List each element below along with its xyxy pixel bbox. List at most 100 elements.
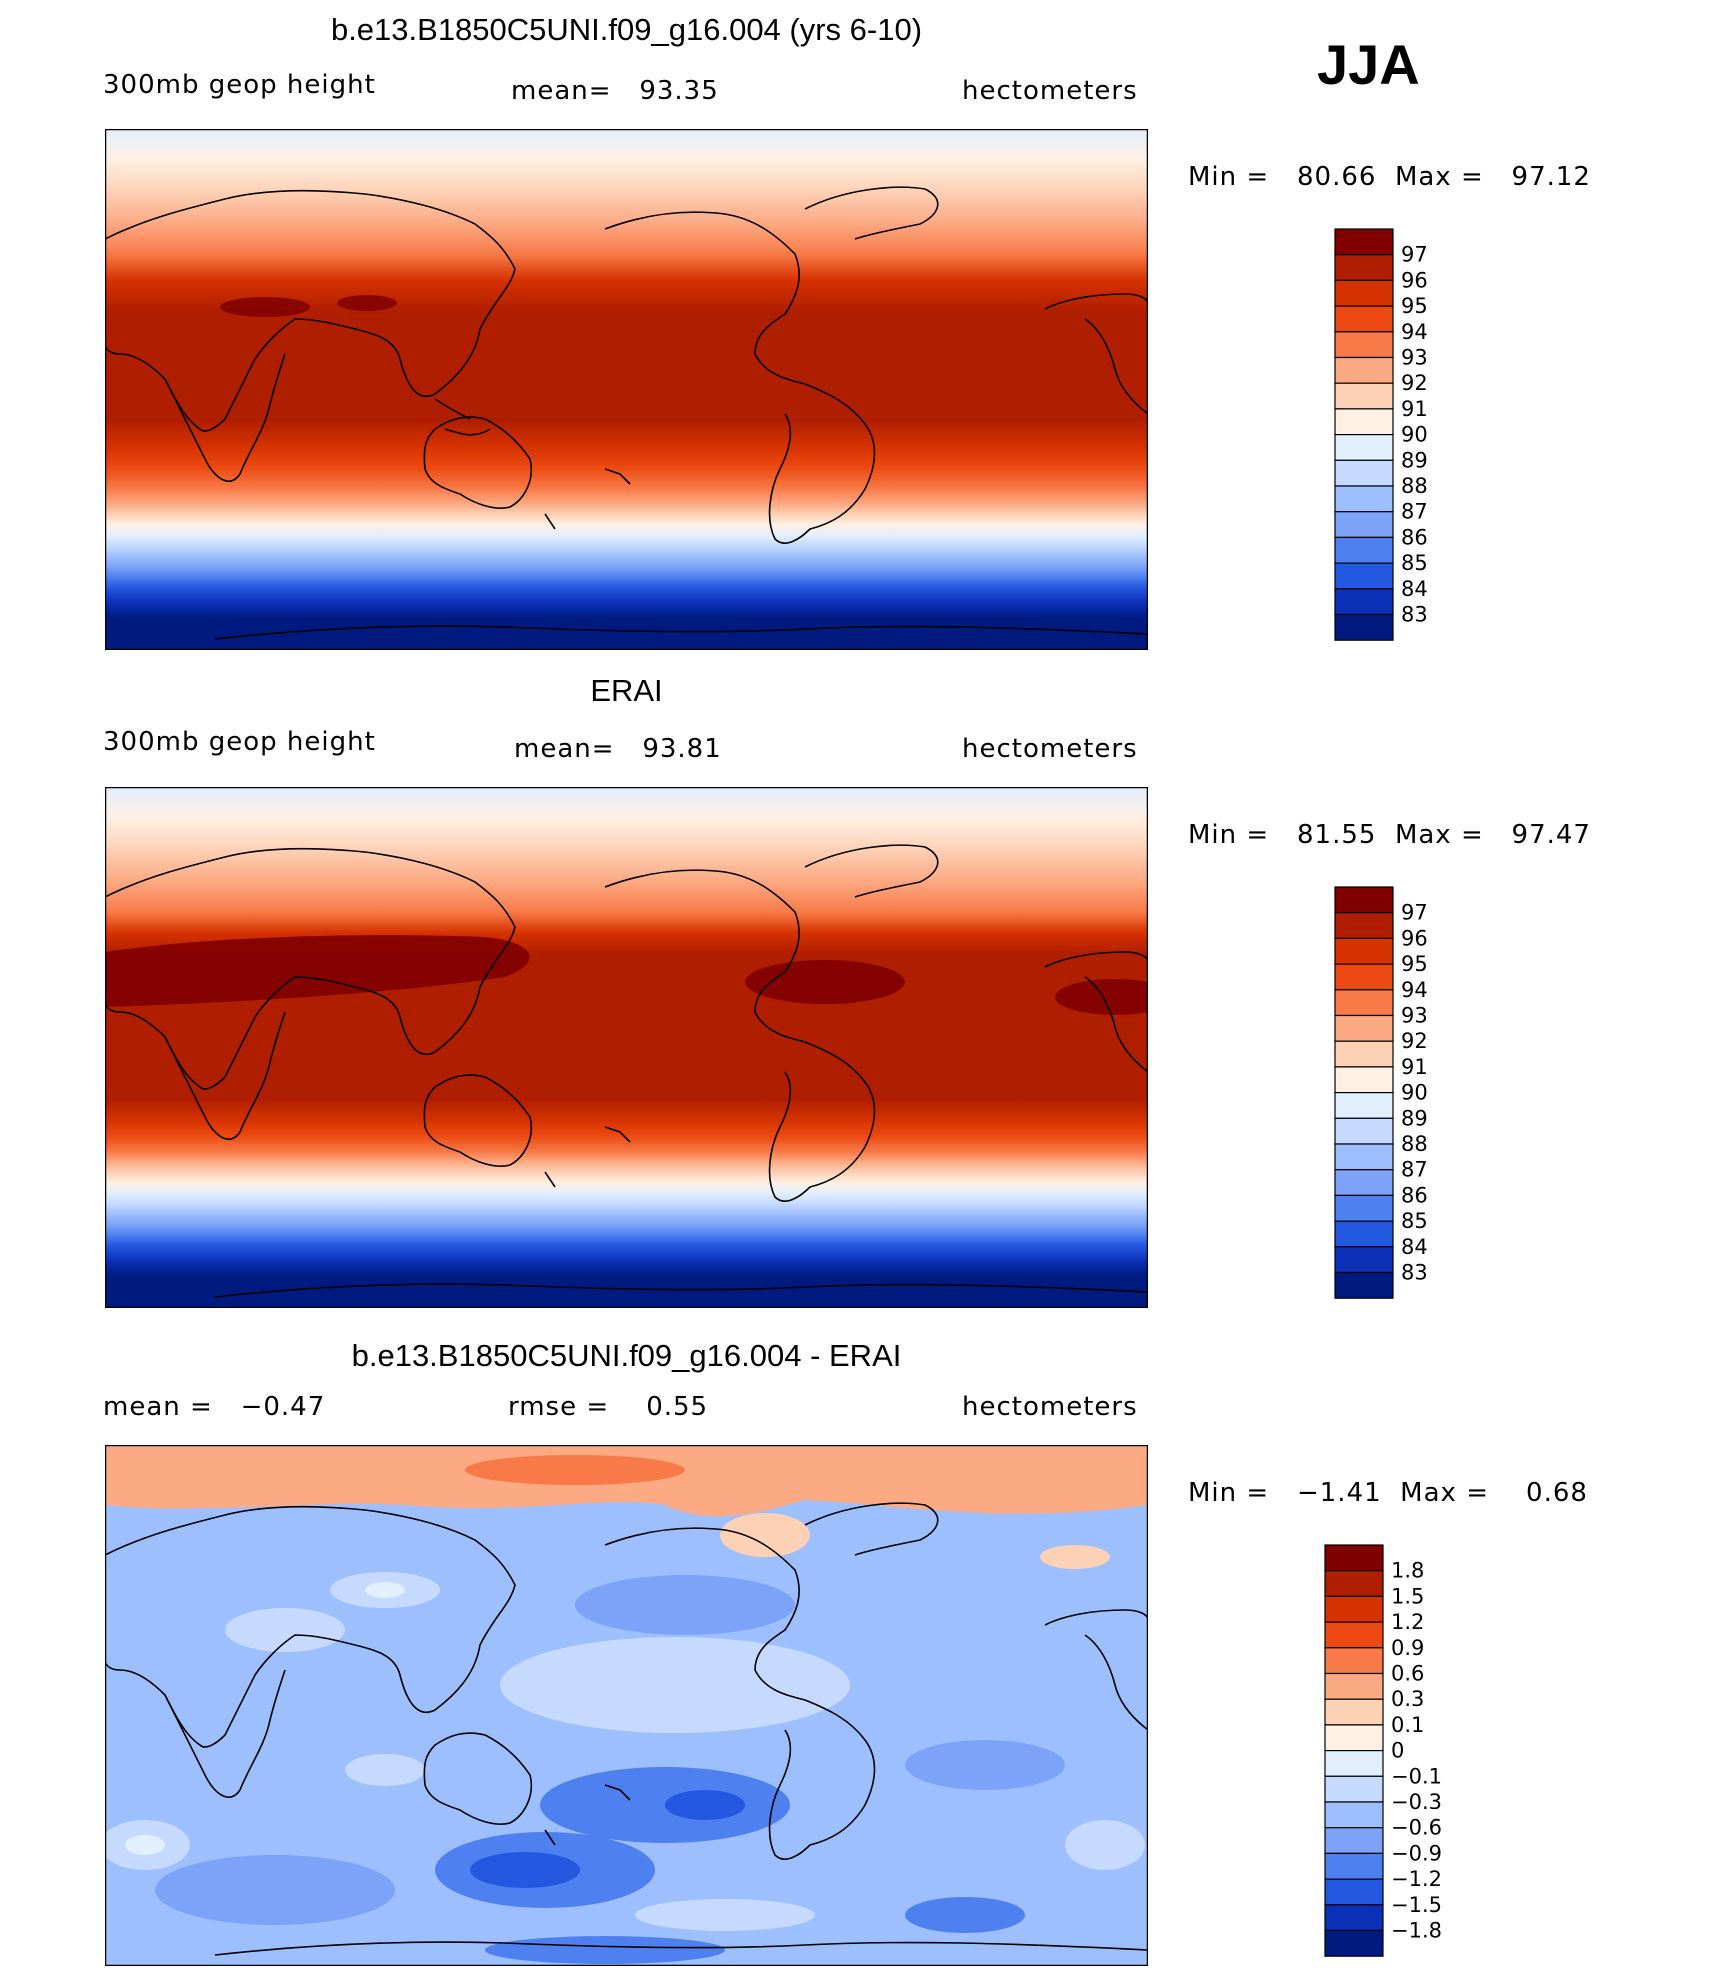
colorbar-swatch	[1334, 1014, 1394, 1042]
colorbar-swatch	[1324, 1621, 1384, 1649]
negative-anomaly	[470, 1852, 580, 1888]
colorbar-swatch	[1334, 613, 1394, 641]
colorbar-label: 85	[1401, 551, 1428, 575]
colorbar-label: 86	[1401, 525, 1428, 549]
negative-anomaly	[1065, 1820, 1145, 1870]
max-blob	[1055, 979, 1148, 1015]
colorbar-label: 95	[1401, 294, 1428, 318]
colorbar-swatch	[1334, 1246, 1394, 1274]
colorbar-label: 87	[1401, 1158, 1428, 1182]
negative-anomaly	[665, 1790, 745, 1820]
negative-anomaly	[575, 1575, 795, 1635]
colorbar-swatch	[1324, 1570, 1384, 1598]
colorbar-swatch	[1334, 331, 1394, 359]
colorbar-label: −1.8	[1391, 1919, 1442, 1943]
colorbar-swatch	[1334, 562, 1394, 590]
map-panel-diff	[105, 1445, 1148, 1966]
colorbar-label: 91	[1401, 397, 1428, 421]
colorbar-label: 97	[1401, 901, 1428, 925]
negative-anomaly	[635, 1899, 815, 1931]
colorbar-swatch	[1324, 1904, 1384, 1932]
colorbar-label: 1.8	[1391, 1559, 1424, 1583]
map-panel-obs	[105, 787, 1148, 1308]
colorbar-swatch	[1334, 912, 1394, 940]
colorbar-label: −1.2	[1391, 1867, 1442, 1891]
colorbar-label: 0.9	[1391, 1636, 1424, 1660]
colorbar-swatch	[1324, 1724, 1384, 1752]
colorbar-swatch	[1334, 254, 1394, 282]
colorbar-label: 90	[1401, 1081, 1428, 1105]
panel2-minmax: Min = 81.55 Max = 97.47	[1188, 820, 1591, 850]
colorbar-swatch	[1334, 279, 1394, 307]
negative-anomaly	[905, 1897, 1025, 1933]
colorbar-label: 95	[1401, 952, 1428, 976]
negative-anomaly	[155, 1855, 395, 1925]
colorbar-swatch	[1334, 382, 1394, 410]
panel1-title: b.e13.B1850C5UNI.f09_g16.004 (yrs 6-10)	[330, 12, 923, 47]
colorbar-label: 1.2	[1391, 1610, 1424, 1634]
colorbar-label: 89	[1401, 1106, 1428, 1130]
panel2-mean: mean= 93.81	[514, 734, 722, 764]
colorbar-label: 97	[1401, 243, 1428, 267]
season-label: JJA	[1317, 33, 1420, 96]
colorbar-swatch	[1334, 963, 1394, 991]
max-blob	[337, 295, 397, 311]
panel1-mean: mean= 93.35	[511, 76, 719, 106]
panel1-minmax: Min = 80.66 Max = 97.12	[1188, 162, 1591, 192]
negative-anomaly	[905, 1740, 1065, 1790]
positive-anomaly	[1040, 1545, 1110, 1569]
colorbar-label: −0.9	[1391, 1841, 1442, 1865]
colorbar-label: 85	[1401, 1209, 1428, 1233]
colorbar-swatch	[1334, 1066, 1394, 1094]
colorbar-label: 94	[1401, 320, 1428, 344]
colorbar-label: −0.6	[1391, 1816, 1442, 1840]
panel1-variable: 300mb geop height	[103, 70, 376, 100]
colorbar-swatch	[1324, 1827, 1384, 1855]
colorbar-label: 84	[1401, 577, 1428, 601]
positive-anomaly	[465, 1455, 685, 1485]
coastlines	[105, 1502, 1148, 1956]
colorbar-swatch	[1334, 305, 1394, 333]
colorbar-label: 83	[1401, 1261, 1428, 1285]
panel1-units: hectometers	[962, 76, 1138, 106]
negative-anomaly	[125, 1835, 165, 1855]
negative-anomaly	[345, 1754, 425, 1786]
colorbar-label: 92	[1401, 1029, 1428, 1053]
colorbar-swatch	[1334, 356, 1394, 384]
colorbar-label: 93	[1401, 346, 1428, 370]
negative-anomaly	[500, 1637, 850, 1733]
colorbar-swatch	[1324, 1750, 1384, 1777]
coastlines	[105, 186, 1148, 640]
colorbar-label: 88	[1401, 1132, 1428, 1156]
colorbar-panel-diff: 1.81.51.20.90.60.30.10−0.1−0.3−0.6−0.9−1…	[1324, 1544, 1442, 1957]
colorbar-swatch	[1334, 937, 1394, 965]
colorbar-label: 0.1	[1391, 1713, 1424, 1737]
colorbar-label: 83	[1401, 603, 1428, 627]
colorbar-swatch	[1324, 1801, 1384, 1829]
colorbar-label: 88	[1401, 474, 1428, 498]
colorbar-swatch	[1324, 1698, 1384, 1726]
panel3-units: hectometers	[962, 1392, 1138, 1422]
colorbar-swatch	[1324, 1878, 1384, 1906]
colorbar-label: 93	[1401, 1004, 1428, 1028]
negative-anomaly	[485, 1936, 725, 1964]
negative-anomaly	[225, 1608, 345, 1652]
colorbar-label: 0	[1391, 1739, 1404, 1763]
colorbar-swatch	[1334, 1143, 1394, 1171]
max-blob	[745, 960, 905, 1004]
map-panel-model	[105, 129, 1148, 650]
colorbar-label: 92	[1401, 371, 1428, 395]
colorbar-label: −1.5	[1391, 1893, 1442, 1917]
colorbar-swatch	[1334, 886, 1394, 914]
colorbar-swatch	[1324, 1852, 1384, 1880]
colorbar-swatch	[1334, 434, 1394, 461]
colorbar-swatch	[1334, 1169, 1394, 1197]
colorbar-swatch	[1334, 511, 1394, 539]
colorbar-label: 84	[1401, 1235, 1428, 1259]
panel3-rmse: rmse = 0.55	[508, 1392, 709, 1422]
max-band	[105, 935, 530, 1007]
colorbar-swatch	[1324, 1775, 1384, 1803]
colorbar-label: 1.5	[1391, 1584, 1424, 1608]
colorbar-swatch	[1334, 1092, 1394, 1119]
colorbar-swatch	[1334, 588, 1394, 616]
